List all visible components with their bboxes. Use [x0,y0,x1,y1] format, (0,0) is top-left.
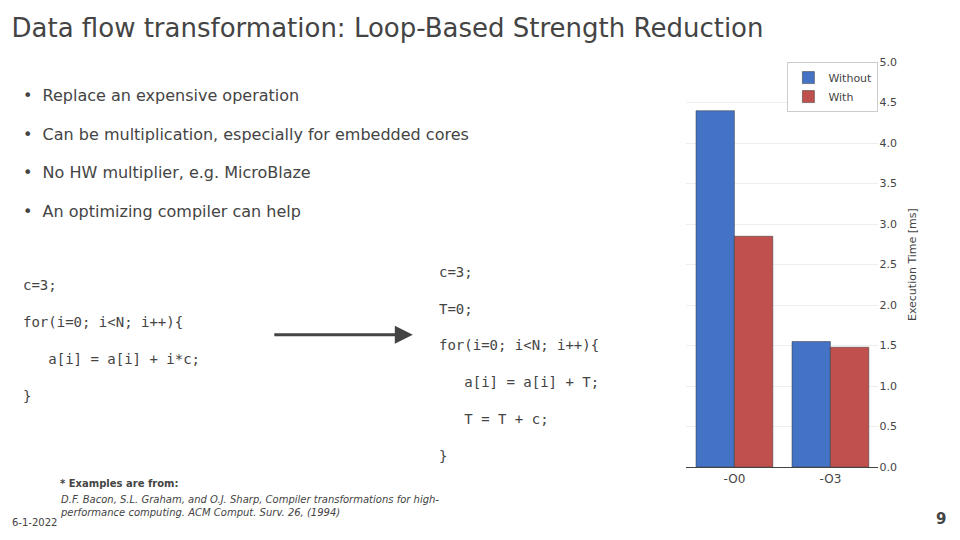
svg-text:9: 9 [936,510,946,528]
svg-text:• Can be multiplication, espe: • Can be multiplication, especially for … [23,125,469,144]
svg-text:2.0: 2.0 [879,299,897,312]
svg-text:for(i=0; i<N; i++){: for(i=0; i<N; i++){ [23,314,183,330]
svg-text:4.5: 4.5 [879,96,897,109]
svg-text:* Examples are from:: * Examples are from: [60,478,178,489]
svg-text:}: } [23,388,31,404]
svg-text:a[i] = a[i] + T;: a[i] = a[i] + T; [439,374,599,390]
svg-text:Execution Time [ms]: Execution Time [ms] [906,208,919,321]
svg-text:D.F. Bacon, S.L. Graham, and O: D.F. Bacon, S.L. Graham, and O.J. Sharp,… [60,494,439,518]
svg-text:c=3;: c=3; [23,277,57,293]
svg-text:-O3: -O3 [820,472,842,486]
svg-text:5.0: 5.0 [879,56,897,69]
svg-text:a[i] = a[i] + i*c;: a[i] = a[i] + i*c; [23,351,200,367]
svg-text:T = T + c;: T = T + c; [439,411,549,427]
svg-text:}: } [439,448,447,464]
svg-text:0.0: 0.0 [879,461,897,474]
svg-text:1.5: 1.5 [879,339,897,352]
svg-text:4.0: 4.0 [879,137,897,150]
svg-text:0.5: 0.5 [879,420,897,433]
svg-text:Data flow transformation: Loop: Data flow transformation: Loop-Based Str… [12,13,764,43]
svg-text:T=0;: T=0; [439,301,473,317]
svg-text:• An optimizing compiler can: • An optimizing compiler can help [23,202,301,221]
svg-text:3.5: 3.5 [879,177,897,190]
svg-text:1.0: 1.0 [879,380,897,393]
svg-text:for(i=0; i<N; i++){: for(i=0; i<N; i++){ [439,337,599,353]
svg-text:6-1-2022: 6-1-2022 [12,517,57,528]
svg-text:c=3;: c=3; [439,264,473,280]
svg-text:3.0: 3.0 [879,218,897,231]
svg-text:2.5: 2.5 [879,258,897,271]
svg-text:With: With [828,91,853,104]
svg-text:• Replace an expensive operat: • Replace an expensive operation [23,86,299,105]
svg-text:• No HW multiplier, e.g. Micr: • No HW multiplier, e.g. MicroBlaze [23,163,311,182]
svg-text:-O0: -O0 [724,472,746,486]
svg-text:Without: Without [828,72,872,85]
